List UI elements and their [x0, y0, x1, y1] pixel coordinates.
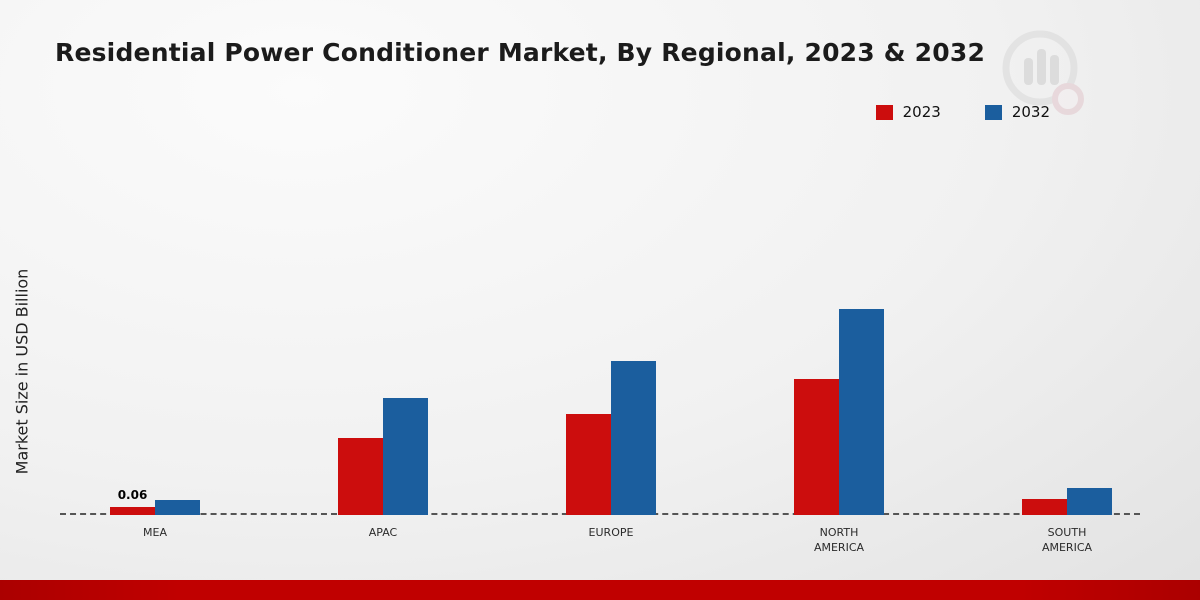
bar-2023-apac [338, 437, 383, 515]
category-label: EUROPE [588, 526, 634, 539]
chart-title: Residential Power Conditioner Market, By… [55, 38, 986, 67]
bar-2032-europe [611, 360, 656, 515]
footer-accent-bar [0, 580, 1200, 600]
legend-swatch [984, 104, 1002, 120]
category-label: APAC [368, 526, 398, 539]
bar-2032-mea [155, 500, 200, 515]
bar-2032-north-america [839, 308, 884, 515]
category-label: MEA [143, 526, 167, 539]
legend: 2023 2032 [875, 103, 1050, 121]
legend-item: 2032 [984, 103, 1050, 121]
bar-2023-south-america [1022, 499, 1067, 515]
legend-swatch [875, 104, 893, 120]
bar-2032-apac [383, 397, 428, 515]
plot-area: MEA APAC EUROPE NORTH AMERICA SOUTH AMERICA 0… [60, 215, 1140, 554]
legend-label: 2023 [902, 103, 941, 121]
bar-2023-mea [110, 507, 155, 515]
legend-item: 2023 [875, 103, 941, 121]
mrfr-logo-watermark [1002, 30, 1084, 115]
legend-label: 2032 [1011, 103, 1050, 121]
y-axis-label: Market Size in USD Billion [12, 268, 32, 475]
data-label: 0.06 [117, 488, 148, 503]
bar-2023-europe [566, 413, 611, 515]
category-label: SOUTH AMERICA [1041, 526, 1093, 555]
category-label: NORTH AMERICA [813, 526, 865, 555]
bar-2023-north-america [794, 379, 839, 515]
bar-2032-south-america [1067, 488, 1112, 515]
